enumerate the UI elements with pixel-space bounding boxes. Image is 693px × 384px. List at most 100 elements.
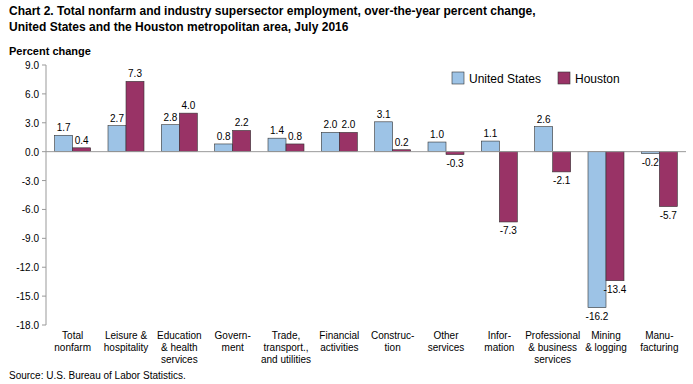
text-line: Govern- <box>215 330 251 341</box>
bar <box>553 152 571 172</box>
text-line: Education <box>157 330 201 341</box>
data-label: 1.7 <box>57 122 71 133</box>
y-tick <box>42 267 46 268</box>
y-tick <box>42 122 46 123</box>
data-label: 2.0 <box>323 119 337 130</box>
y-tick <box>42 180 46 181</box>
text-line: Leisure & <box>105 330 148 341</box>
text-line: hospitality <box>104 342 148 353</box>
bar <box>286 144 304 152</box>
data-label: 0.4 <box>75 135 89 146</box>
bar <box>268 138 286 151</box>
bar <box>161 125 179 152</box>
bar <box>339 132 357 151</box>
text-line: United States and the Houston metropolit… <box>9 20 349 34</box>
text-line: Trade, <box>272 330 301 341</box>
data-label: -0.3 <box>446 158 464 169</box>
bar <box>535 127 553 152</box>
text-line: Construc- <box>371 330 414 341</box>
data-label: 1.0 <box>430 129 444 140</box>
text-line: Financial <box>319 330 359 341</box>
bar <box>233 130 251 151</box>
text-line: Total <box>62 330 83 341</box>
x-tick-label: Leisure &hospitality <box>104 330 148 353</box>
data-label: 0.8 <box>217 131 231 142</box>
bars <box>55 81 678 307</box>
legend-swatch <box>558 72 570 84</box>
data-label: -5.7 <box>660 210 678 221</box>
bar <box>606 152 624 281</box>
text-line: & business <box>528 342 577 353</box>
bar <box>499 152 517 222</box>
text-line: Manu- <box>645 330 673 341</box>
title: Chart 2. Total nonfarm and industry supe… <box>9 4 536 34</box>
x-tick-label: Infor-mation <box>484 330 514 353</box>
text-line: Infor- <box>488 330 511 341</box>
text-line: and utilities <box>261 354 311 365</box>
data-label: -16.2 <box>586 311 609 322</box>
legend-swatch <box>452 72 464 84</box>
y-tick-label: 3.0 <box>25 118 39 129</box>
y-tick-label: -3.0 <box>22 176 40 187</box>
y-axis <box>46 65 47 325</box>
x-tick-label: Totalnonfarm <box>54 330 91 353</box>
x-tick-label: Otherservices <box>428 330 465 353</box>
y-tick-label: -15.0 <box>16 291 39 302</box>
data-label: 2.0 <box>341 119 355 130</box>
x-tick-label: Professional& businessservices <box>525 330 580 365</box>
data-label: 2.6 <box>537 114 551 125</box>
zero-line <box>46 151 686 152</box>
bar <box>55 135 73 151</box>
data-label: 2.7 <box>110 113 124 124</box>
x-tick-label: Mining& logging <box>585 330 627 353</box>
data-label: 3.1 <box>377 109 391 120</box>
bar <box>659 152 677 207</box>
x-tick-label: Govern-ment <box>215 330 251 353</box>
y-label: Percent change <box>9 45 91 57</box>
x-tick-label: Manu-facturing <box>640 330 678 353</box>
text-line: mation <box>484 342 514 353</box>
text-line: Other <box>433 330 459 341</box>
text-line: ment <box>222 342 244 353</box>
y-tick <box>42 209 46 210</box>
data-label: 4.0 <box>181 100 195 111</box>
bar <box>481 141 499 152</box>
y-tick-label: 9.0 <box>25 60 39 71</box>
text-line: services <box>534 354 571 365</box>
source: Source: U.S. Bureau of Labor Statistics. <box>9 370 186 381</box>
data-label: 7.3 <box>128 68 142 79</box>
data-label: 0.2 <box>395 137 409 148</box>
y-tick-label: 6.0 <box>25 89 39 100</box>
bar <box>179 113 197 152</box>
text-line: activities <box>320 342 358 353</box>
bar <box>108 126 126 152</box>
chart: Chart 2. Total nonfarm and industry supe… <box>0 0 693 384</box>
text-line: services <box>161 354 198 365</box>
x-tick-label: Construc-tion <box>371 330 414 353</box>
data-label: 1.4 <box>270 125 284 136</box>
legend-label: Houston <box>575 72 620 86</box>
x-tick-label: Education& healthservices <box>157 330 201 365</box>
y-tick-label: -6.0 <box>22 204 40 215</box>
text-line: Mining <box>591 330 620 341</box>
x-tick-label: Financialactivities <box>319 330 359 353</box>
y-tick-label: -9.0 <box>22 233 40 244</box>
data-label: 2.8 <box>163 112 177 123</box>
text-line: Professional <box>525 330 580 341</box>
y-tick <box>42 65 46 66</box>
bar <box>321 132 339 151</box>
bar <box>73 148 91 152</box>
data-label: 0.8 <box>288 131 302 142</box>
y-tick-label: 0.0 <box>25 147 39 158</box>
bar <box>375 122 393 152</box>
y-tick <box>42 93 46 94</box>
x-tick-label: Trade,transport.,and utilities <box>261 330 311 365</box>
legend: United StatesHouston <box>452 72 620 86</box>
data-label: -7.3 <box>500 225 518 236</box>
y-tick <box>42 296 46 297</box>
y-tick <box>42 238 46 239</box>
text-line: Chart 2. Total nonfarm and industry supe… <box>9 4 536 18</box>
text-line: nonfarm <box>54 342 91 353</box>
y-tick <box>42 325 46 326</box>
text-line: & logging <box>585 342 627 353</box>
